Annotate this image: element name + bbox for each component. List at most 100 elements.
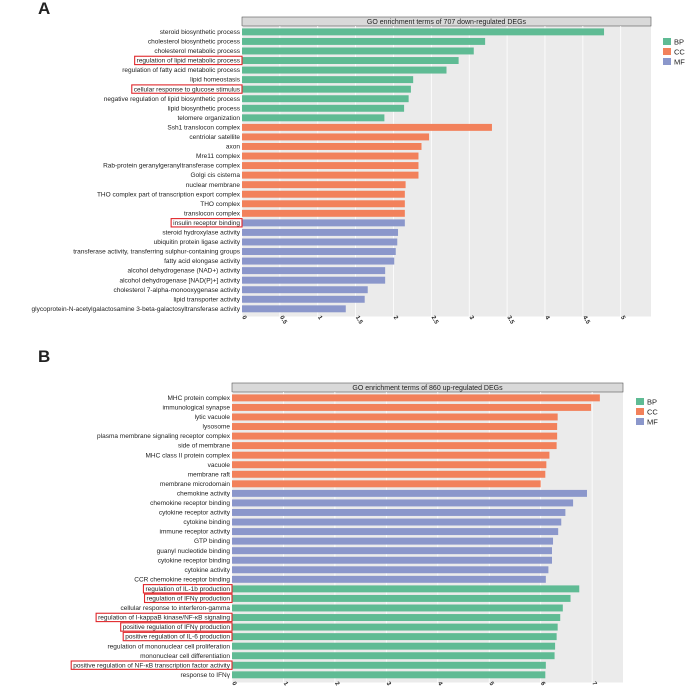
category-label-immunological-synapse: immunological synapse (162, 405, 230, 412)
category-label-immune-receptor-activity: immune receptor activity (160, 529, 231, 536)
category-label-insulin-receptor-binding: insulin receptor binding (173, 220, 240, 227)
bar-lysosome (232, 423, 558, 430)
category-label-plasma-membrane-signaling-receptor-complex: plasma membrane signaling receptor compl… (97, 433, 231, 440)
category-label-mhc-protein-complex: MHC protein complex (168, 395, 231, 402)
bar-ubiquitin-protein-ligase-activity (242, 238, 398, 246)
category-label-cellular-response-to-interferon-gamma: cellular response to interferon-gamma (121, 605, 231, 612)
x-tick-label: 0 (230, 681, 237, 687)
bar-transferase-activity-transferring-sulphur-contai (242, 248, 396, 255)
legend-label-mf: MF (647, 418, 658, 427)
category-label-cholesterol-biosynthetic-process: cholesterol biosynthetic process (148, 39, 241, 46)
bar-cholesterol-biosynthetic-process (242, 37, 486, 45)
highlight-box (142, 584, 233, 594)
bar-rab-protein-geranylgeranyltransferase-complex (242, 162, 419, 170)
x-tick-label: 1 (316, 315, 323, 321)
legend-swatch-cc (663, 48, 671, 55)
bar-regulation-of-ifn-production (232, 594, 571, 602)
bar-guanyl-nucleotide-binding (232, 547, 553, 555)
panel-b-category-labels: MHC protein complex immunological synapse… (70, 395, 233, 679)
panel-a-label: A (38, 0, 50, 18)
category-label-membrane-raft: membrane raft (188, 471, 230, 478)
bar-cytokine-binding (232, 518, 562, 526)
bar-immunological-synapse (232, 403, 592, 411)
category-label-mononuclear-cell-differentiation: mononuclear cell differentiation (140, 653, 230, 660)
bar-insulin-receptor-binding (242, 219, 405, 227)
panel-b: B GO enrichment terms of 860 up-regulate… (38, 347, 658, 687)
panel-a-title-box (241, 16, 652, 27)
highlight-box (170, 218, 243, 228)
category-label-telomere-organization: telomere organization (177, 115, 240, 122)
bar-vacuole (232, 461, 547, 469)
category-label-lysosome: lysosome (203, 424, 231, 431)
x-tick-label: 4 (436, 681, 443, 687)
category-label-steroid-hydroxylase-activity: steroid hydroxylase activity (162, 230, 240, 237)
bar-ccr-chemokine-receptor-binding (232, 575, 546, 583)
highlight-box (95, 612, 233, 623)
category-label-tho-complex: THO complex (200, 201, 240, 208)
category-label-positive-regulation-of-ifn-production: positive regulation of IFNγ production (123, 624, 231, 631)
category-label-side-of-membrane: side of membrane (178, 443, 230, 450)
bar-cytokine-receptor-activity (232, 509, 566, 516)
x-tick-label: 6 (539, 681, 546, 687)
panel-a: A GO enrichment terms of 707 down-regula… (32, 0, 685, 326)
legend-swatch-bp (636, 398, 644, 405)
bar-cellular-response-to-glucose-stimulus (242, 85, 411, 93)
highlight-box (134, 55, 243, 66)
bar-side-of-membrane (232, 442, 557, 450)
panel-b-title-box (231, 382, 624, 393)
category-label-response-to-ifn: response to IFNγ (181, 672, 231, 679)
bar-tho-complex-part-of-transcription-export-complex (242, 190, 405, 198)
category-label-vacuole: vacuole (208, 462, 231, 469)
x-tick-label: 5 (488, 681, 495, 687)
category-label-mhc-class-ii-protein-complex: MHC class II protein complex (145, 452, 230, 459)
bar-alcohol-dehydrogenase-nad-p-activity (242, 276, 386, 284)
bar-cytokine-activity (232, 566, 549, 574)
bar-translocon-complex (242, 209, 405, 217)
highlight-box (120, 622, 233, 632)
bar-regulation-of-lipid-metabolic-process (242, 57, 459, 64)
x-tick-label: 2 (392, 315, 399, 321)
x-tick-label: 2 (333, 681, 340, 687)
panel-a-x-ticks: 0 0.5 1 1.5 2 2.5 3 3.5 4 4.5 5 (240, 315, 626, 326)
bar-cholesterol-metabolic-process (242, 47, 474, 55)
category-label-steroid-biosynthetic-process: steroid biosynthetic process (160, 29, 241, 36)
category-label-regulation-of-il-1b-production: regulation of IL-1b production (145, 586, 230, 593)
legend-swatch-cc (636, 408, 644, 415)
category-label-lytic-vacuole: lytic vacuole (195, 414, 231, 421)
bar-lipid-homeostasis (242, 76, 414, 84)
bar-tho-complex (242, 200, 405, 208)
category-label-guanyl-nucleotide-binding: guanyl nucleotide binding (157, 548, 231, 555)
panel-a-category-labels: steroid biosynthetic process cholesterol … (32, 29, 243, 313)
x-tick-label: 7 (590, 681, 597, 687)
category-label-rab-protein-geranylgeranyltransferase-complex: Rab-protein geranylgeranyltransferase co… (103, 163, 241, 170)
bar-response-to-ifn (232, 671, 546, 679)
category-label-regulation-of-mononuclear-cell-proliferation: regulation of mononuclear cell prolifera… (108, 643, 231, 650)
category-label-centriolar-satellite: centriolar satellite (189, 134, 240, 141)
category-label-cytokine-activity: cytokine activity (184, 567, 230, 574)
panel-b-bars (232, 394, 600, 679)
bar-steroid-hydroxylase-activity (242, 228, 399, 236)
x-tick-label: 1 (282, 681, 289, 687)
bar-alcohol-dehydrogenase-nad-activity (242, 267, 386, 275)
category-label-gtp-binding: GTP binding (194, 538, 230, 545)
category-label-cytokine-binding: cytokine binding (183, 519, 230, 526)
category-label-tho-complex-part-of-transcription-export-complex: THO complex part of transcription export… (97, 191, 241, 198)
bar-lipid-transporter-activity (242, 295, 365, 303)
legend-swatch-mf (636, 418, 644, 425)
bar-lytic-vacuole (232, 413, 558, 421)
category-label-regulation-of-lipid-metabolic-process: regulation of lipid metabolic process (137, 58, 241, 65)
category-label-golgi-cis-cisterna: Golgi cis cisterna (191, 172, 241, 179)
bar-mhc-class-ii-protein-complex (232, 451, 550, 459)
category-label-chemokine-activity: chemokine activity (177, 490, 231, 497)
highlight-box (143, 593, 233, 604)
bar-golgi-cis-cisterna (242, 171, 419, 179)
category-label-regulation-of-ifn-production: regulation of IFNγ production (147, 596, 231, 603)
bar-regulation-of-il-1b-production (232, 585, 580, 593)
legend-label-bp: BP (647, 398, 657, 407)
x-tick-label: 0 (240, 315, 247, 321)
bar-axon (242, 143, 422, 150)
x-tick-label: 4.5 (581, 315, 591, 326)
